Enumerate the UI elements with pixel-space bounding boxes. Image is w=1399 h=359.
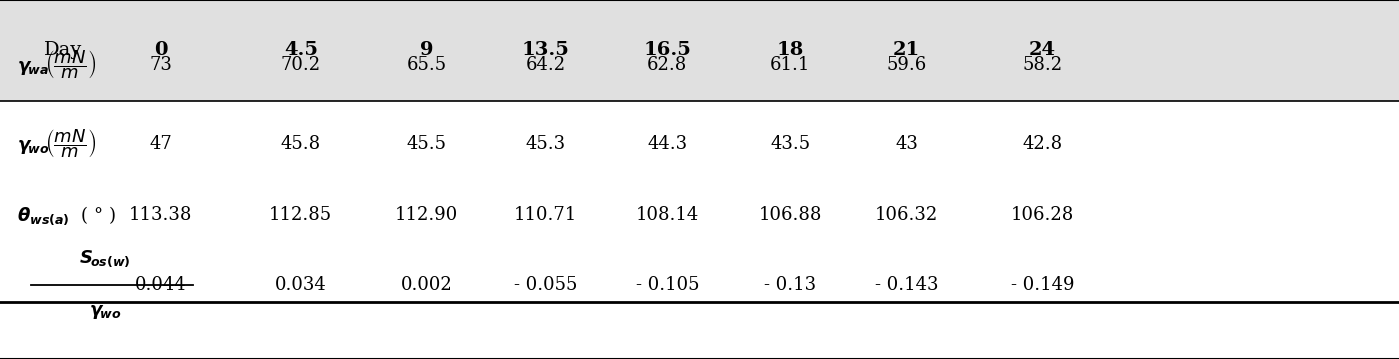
Text: 58.2: 58.2 <box>1023 56 1062 74</box>
Text: 106.32: 106.32 <box>874 206 939 224</box>
Text: - 0.055: - 0.055 <box>513 276 578 294</box>
Text: 18: 18 <box>776 41 804 59</box>
Text: 108.14: 108.14 <box>635 206 700 224</box>
Text: - 0.143: - 0.143 <box>874 276 939 294</box>
Text: 47: 47 <box>150 135 172 153</box>
Text: 59.6: 59.6 <box>887 56 926 74</box>
Text: $\boldsymbol{\gamma}_{\!\boldsymbol{wo}}$: $\boldsymbol{\gamma}_{\!\boldsymbol{wo}}… <box>88 303 122 321</box>
Text: 44.3: 44.3 <box>648 135 687 153</box>
Text: - 0.13: - 0.13 <box>764 276 817 294</box>
Text: $\boldsymbol{\gamma}_{\!\boldsymbol{wa}}\!\left(\dfrac{mN}{m}\right)$: $\boldsymbol{\gamma}_{\!\boldsymbol{wa}}… <box>17 48 97 81</box>
Text: 43: 43 <box>895 135 918 153</box>
Text: 62.8: 62.8 <box>648 56 687 74</box>
Text: 21: 21 <box>893 41 921 59</box>
Text: 112.90: 112.90 <box>395 206 459 224</box>
Bar <box>0 0 1399 101</box>
Text: 16.5: 16.5 <box>644 41 691 59</box>
Text: 106.28: 106.28 <box>1010 206 1074 224</box>
Text: 0.002: 0.002 <box>402 276 452 294</box>
Text: 113.38: 113.38 <box>129 206 193 224</box>
Text: 64.2: 64.2 <box>526 56 565 74</box>
Text: 0.044: 0.044 <box>136 276 186 294</box>
Text: 9: 9 <box>420 41 434 59</box>
Text: $\boldsymbol{S}_{\!\boldsymbol{os(w)}}$: $\boldsymbol{S}_{\!\boldsymbol{os(w)}}$ <box>80 248 130 269</box>
Text: 45.8: 45.8 <box>281 135 320 153</box>
Text: 110.71: 110.71 <box>513 206 578 224</box>
Text: 73: 73 <box>150 56 172 74</box>
Text: 0: 0 <box>154 41 168 59</box>
Text: 0.034: 0.034 <box>276 276 326 294</box>
Text: Day: Day <box>43 41 83 59</box>
Text: $\boldsymbol{\gamma}_{\!\boldsymbol{wo}}\!\left(\dfrac{mN}{m}\right)$: $\boldsymbol{\gamma}_{\!\boldsymbol{wo}}… <box>17 127 97 160</box>
Text: - 0.105: - 0.105 <box>635 276 700 294</box>
Text: 70.2: 70.2 <box>281 56 320 74</box>
Text: 13.5: 13.5 <box>522 41 569 59</box>
Text: 43.5: 43.5 <box>771 135 810 153</box>
Text: - 0.149: - 0.149 <box>1010 276 1074 294</box>
Text: $\boldsymbol{\theta}_{\boldsymbol{ws(a)}}$  ( ° ): $\boldsymbol{\theta}_{\boldsymbol{ws(a)}… <box>17 204 116 227</box>
Text: 42.8: 42.8 <box>1023 135 1062 153</box>
Text: 24: 24 <box>1028 41 1056 59</box>
Text: 4.5: 4.5 <box>284 41 318 59</box>
Text: 61.1: 61.1 <box>771 56 810 74</box>
Text: 45.5: 45.5 <box>407 135 446 153</box>
Text: 112.85: 112.85 <box>269 206 333 224</box>
Text: 45.3: 45.3 <box>526 135 565 153</box>
Text: 106.88: 106.88 <box>758 206 823 224</box>
Text: 65.5: 65.5 <box>407 56 446 74</box>
